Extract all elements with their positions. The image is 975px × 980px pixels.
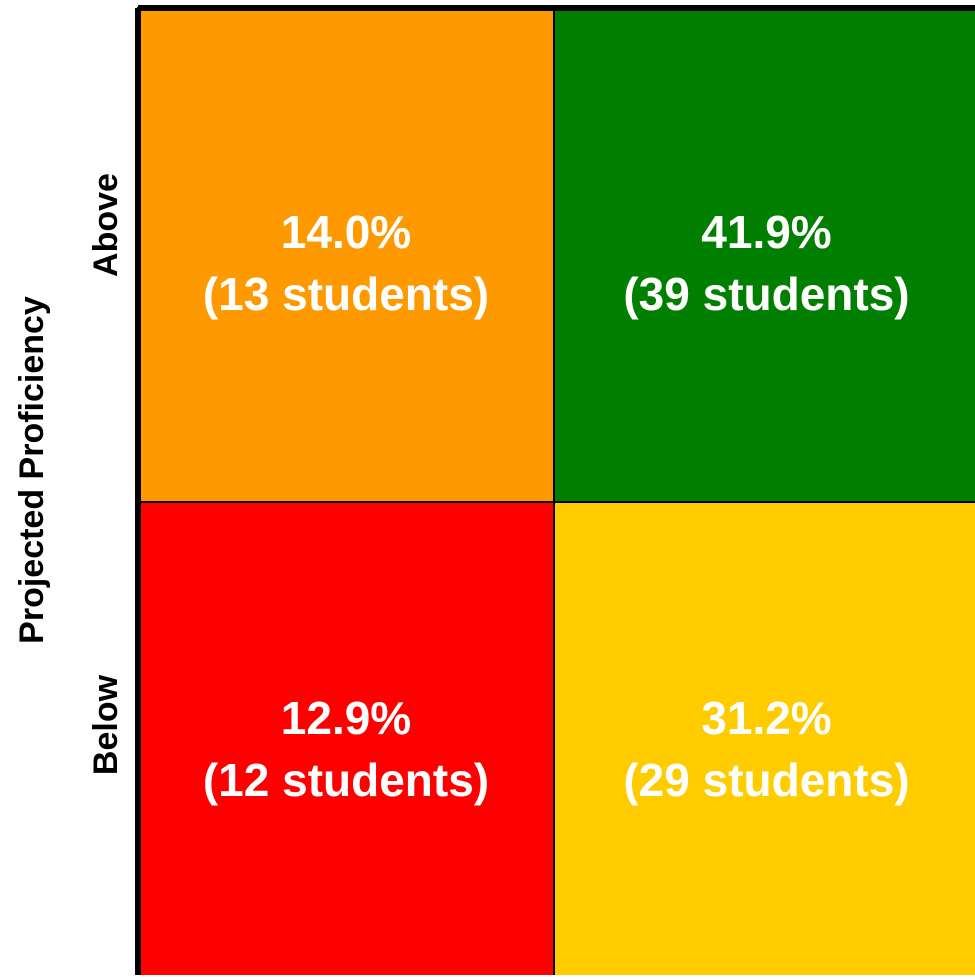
cell-count-below-col0: (12 students) (203, 754, 489, 806)
cell-percent-below-col1: 31.2% (701, 692, 831, 744)
cell-above-col1 (553, 7, 975, 503)
row-label-below: Below (87, 674, 125, 775)
row-label-above: Above (87, 173, 125, 277)
cell-percent-above-col1: 41.9% (701, 206, 831, 258)
cell-count-above-col0: (13 students) (203, 268, 489, 320)
cell-percent-below-col0: 12.9% (281, 692, 411, 744)
cell-count-above-col1: (39 students) (623, 268, 909, 320)
cell-percent-above-col0: 14.0% (281, 206, 411, 258)
cell-below-col1 (553, 501, 975, 980)
cell-above-col0 (137, 7, 555, 503)
cell-count-below-col1: (29 students) (623, 754, 909, 806)
y-axis-title: Projected Proficiency (13, 296, 51, 644)
